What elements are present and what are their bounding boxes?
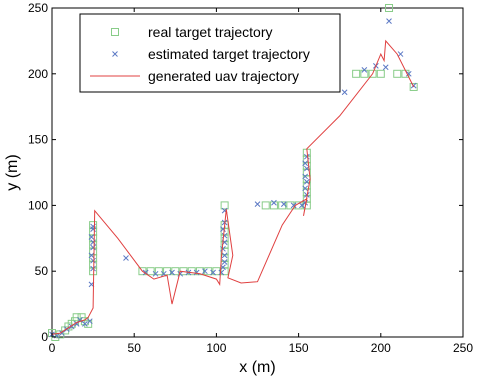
real-target-point — [393, 69, 402, 78]
estimated-target-point — [382, 64, 389, 71]
estimated-target-point — [386, 18, 392, 25]
estimated-target-point — [341, 89, 348, 96]
real-target-point — [385, 4, 394, 12]
y-tick-label: 150 — [28, 133, 48, 147]
real-target-point — [368, 69, 377, 78]
real-target-point — [409, 82, 418, 91]
real-target-point — [269, 201, 278, 210]
real-target-point — [352, 69, 361, 78]
series-2 — [51, 39, 415, 335]
estimated-target-point — [302, 173, 309, 180]
ticks-layer: 0 50 100 150 200 250 0 50 100 150 200 250 — [28, 1, 473, 355]
y-tick-label: 50 — [35, 264, 49, 278]
estimated-target-point — [271, 199, 277, 206]
estimated-target-point — [202, 268, 208, 275]
estimated-target-point — [90, 257, 96, 264]
estimated-target-point — [361, 66, 368, 73]
real-target-point — [154, 267, 163, 276]
estimated-target-point — [303, 153, 310, 160]
estimated-target-point — [302, 185, 309, 192]
real-target-point — [72, 313, 81, 322]
estimated-target-point — [218, 269, 225, 276]
estimated-target-point — [210, 269, 216, 276]
y-tick-label: 0 — [41, 330, 48, 344]
estimated-target-point — [123, 255, 129, 261]
x-tick-label: 150 — [289, 341, 309, 355]
x-tick-label: 200 — [371, 341, 391, 355]
estimated-target-point — [152, 270, 159, 277]
estimated-target-point — [303, 178, 310, 185]
legend-box — [79, 13, 341, 93]
estimated-target-point — [88, 252, 95, 259]
estimated-target-point — [82, 320, 88, 327]
y-tick-label: 200 — [28, 67, 48, 81]
estimated-target-point — [220, 245, 226, 252]
x-tick-label: 250 — [453, 341, 473, 355]
estimated-target-point — [302, 160, 309, 167]
x-tick-label: 0 — [49, 341, 56, 355]
estimated-target-point — [221, 259, 228, 265]
estimated-target-point — [86, 318, 93, 325]
legend-label: real target trajectory — [148, 24, 273, 40]
estimated-target-point — [405, 70, 412, 77]
y-axis-label: y (m) — [4, 154, 21, 190]
x-tick-label: 100 — [206, 341, 226, 355]
legend-marker-x — [112, 51, 118, 57]
real-target-point — [195, 267, 204, 276]
estimated-target-point — [280, 201, 287, 207]
estimated-target-point — [90, 265, 96, 272]
x-axis-label: x (m) — [239, 359, 275, 376]
real-target-point — [171, 267, 180, 276]
legend-label: generated uav trajectory — [148, 68, 299, 84]
estimated-target-point — [177, 270, 184, 277]
real-target-point — [261, 201, 270, 210]
x-tick-label: 50 — [128, 341, 142, 355]
y-tick-label: 250 — [28, 1, 48, 15]
estimated-target-point — [397, 51, 404, 57]
estimated-target-point — [88, 234, 95, 240]
real-target-point — [220, 201, 229, 210]
real-target-point — [138, 267, 147, 276]
estimated-target-point — [169, 269, 175, 276]
legend: real target trajectory estimated target t… — [79, 13, 341, 93]
legend-marker-square — [111, 28, 119, 36]
estimated-target-point — [193, 269, 200, 276]
estimated-target-point — [290, 202, 297, 209]
series-layer — [48, 4, 418, 341]
estimated-target-point — [90, 239, 96, 246]
uav-trajectory-line — [51, 39, 415, 335]
estimated-target-point — [90, 244, 96, 251]
y-tick-label: 100 — [28, 198, 48, 212]
real-target-point — [376, 69, 385, 78]
estimated-target-point — [221, 252, 228, 259]
legend-label: estimated target trajectory — [148, 46, 310, 62]
estimated-target-point — [254, 201, 261, 207]
